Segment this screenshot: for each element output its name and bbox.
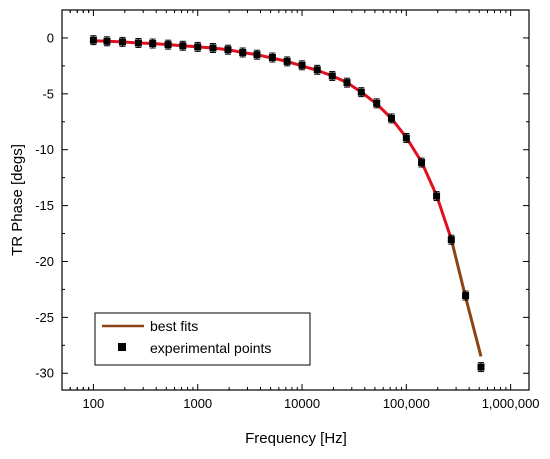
data-point <box>224 46 232 54</box>
data-point <box>373 99 381 107</box>
data-point <box>283 57 291 65</box>
best-fit-line <box>93 39 453 240</box>
data-point <box>253 51 261 59</box>
data-point <box>103 37 111 45</box>
data-point <box>343 79 351 87</box>
data-point <box>209 44 217 52</box>
x-tick-label: 100,000 <box>383 396 430 411</box>
legend-label-best-fits: best fits <box>150 318 198 334</box>
legend-box <box>94 312 311 366</box>
data-point <box>149 40 157 48</box>
data-point <box>298 61 306 69</box>
y-tick-label: -10 <box>35 142 54 157</box>
data-point <box>477 363 485 371</box>
y-tick-label: -5 <box>42 86 54 101</box>
data-point <box>239 48 247 56</box>
data-point <box>118 38 126 46</box>
y-tick-label: -30 <box>35 366 54 381</box>
x-tick-label: 1,000,000 <box>482 396 540 411</box>
data-point <box>89 36 97 44</box>
data-point <box>179 42 187 50</box>
data-point <box>402 134 410 142</box>
data-point <box>328 72 336 80</box>
y-tick-label: -15 <box>35 198 54 213</box>
data-point <box>387 114 395 122</box>
data-point <box>164 41 172 49</box>
data-point <box>462 292 470 300</box>
plot-frame <box>61 9 530 391</box>
x-axis-ticks: 100 1000 10000 100,000 1,000,000 <box>61 10 540 411</box>
data-point <box>357 88 365 96</box>
x-tick-label: 10000 <box>284 396 320 411</box>
data-point <box>194 43 202 51</box>
data-point <box>268 54 276 61</box>
legend: best fits experimental points <box>94 312 311 366</box>
data-point <box>134 39 142 47</box>
y-tick-label: -25 <box>35 310 54 325</box>
data-point <box>313 66 321 74</box>
legend-label-experimental-points: experimental points <box>150 340 271 356</box>
points-layer <box>89 35 485 373</box>
fit-layer <box>93 39 483 357</box>
y-tick-label: -20 <box>35 254 54 269</box>
y-axis-ticks: 0 -5 -10 -15 -20 -25 -30 <box>35 9 529 381</box>
data-point <box>433 192 441 200</box>
x-tick-label: 100 <box>83 396 105 411</box>
data-point <box>418 159 426 167</box>
x-tick-label: 1000 <box>183 396 212 411</box>
y-tick-label: 0 <box>47 30 54 45</box>
y-axis-title: TR Phase [degs] <box>9 144 26 256</box>
x-axis-title: Frequency [Hz] <box>245 430 347 447</box>
data-point <box>447 236 455 244</box>
legend-swatch-experimental-points <box>118 343 126 351</box>
